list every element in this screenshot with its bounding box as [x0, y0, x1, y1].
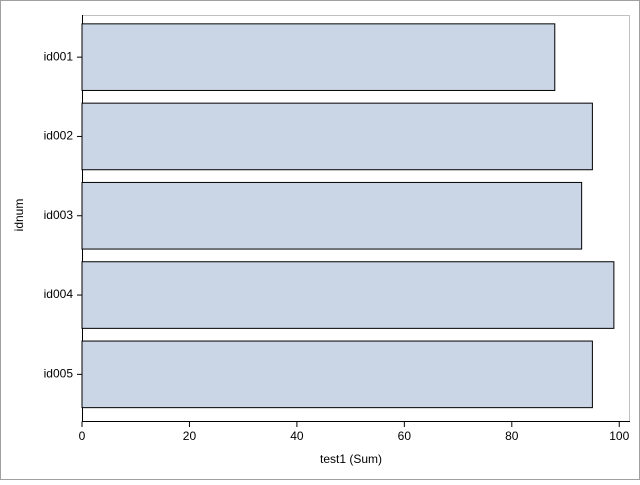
y-tick-label: id001 [44, 49, 74, 63]
y-tick-label: id004 [44, 287, 74, 301]
bar [81, 102, 593, 171]
bar [81, 261, 615, 329]
x-tick-label: 40 [290, 429, 304, 443]
y-tick-label: id002 [44, 129, 74, 143]
bar [81, 340, 593, 409]
x-tick-label: 20 [183, 429, 197, 443]
y-tick-label: id005 [44, 367, 74, 381]
y-axis-title: idnum [12, 199, 26, 232]
y-tick-label: id003 [44, 208, 74, 222]
x-tick-label: 0 [79, 429, 86, 443]
x-axis-title: test1 (Sum) [320, 452, 382, 466]
x-tick-label: 60 [398, 429, 412, 443]
x-tick-label: 100 [609, 429, 629, 443]
x-tick-label: 80 [505, 429, 519, 443]
bar [81, 23, 556, 91]
bar [81, 181, 583, 250]
